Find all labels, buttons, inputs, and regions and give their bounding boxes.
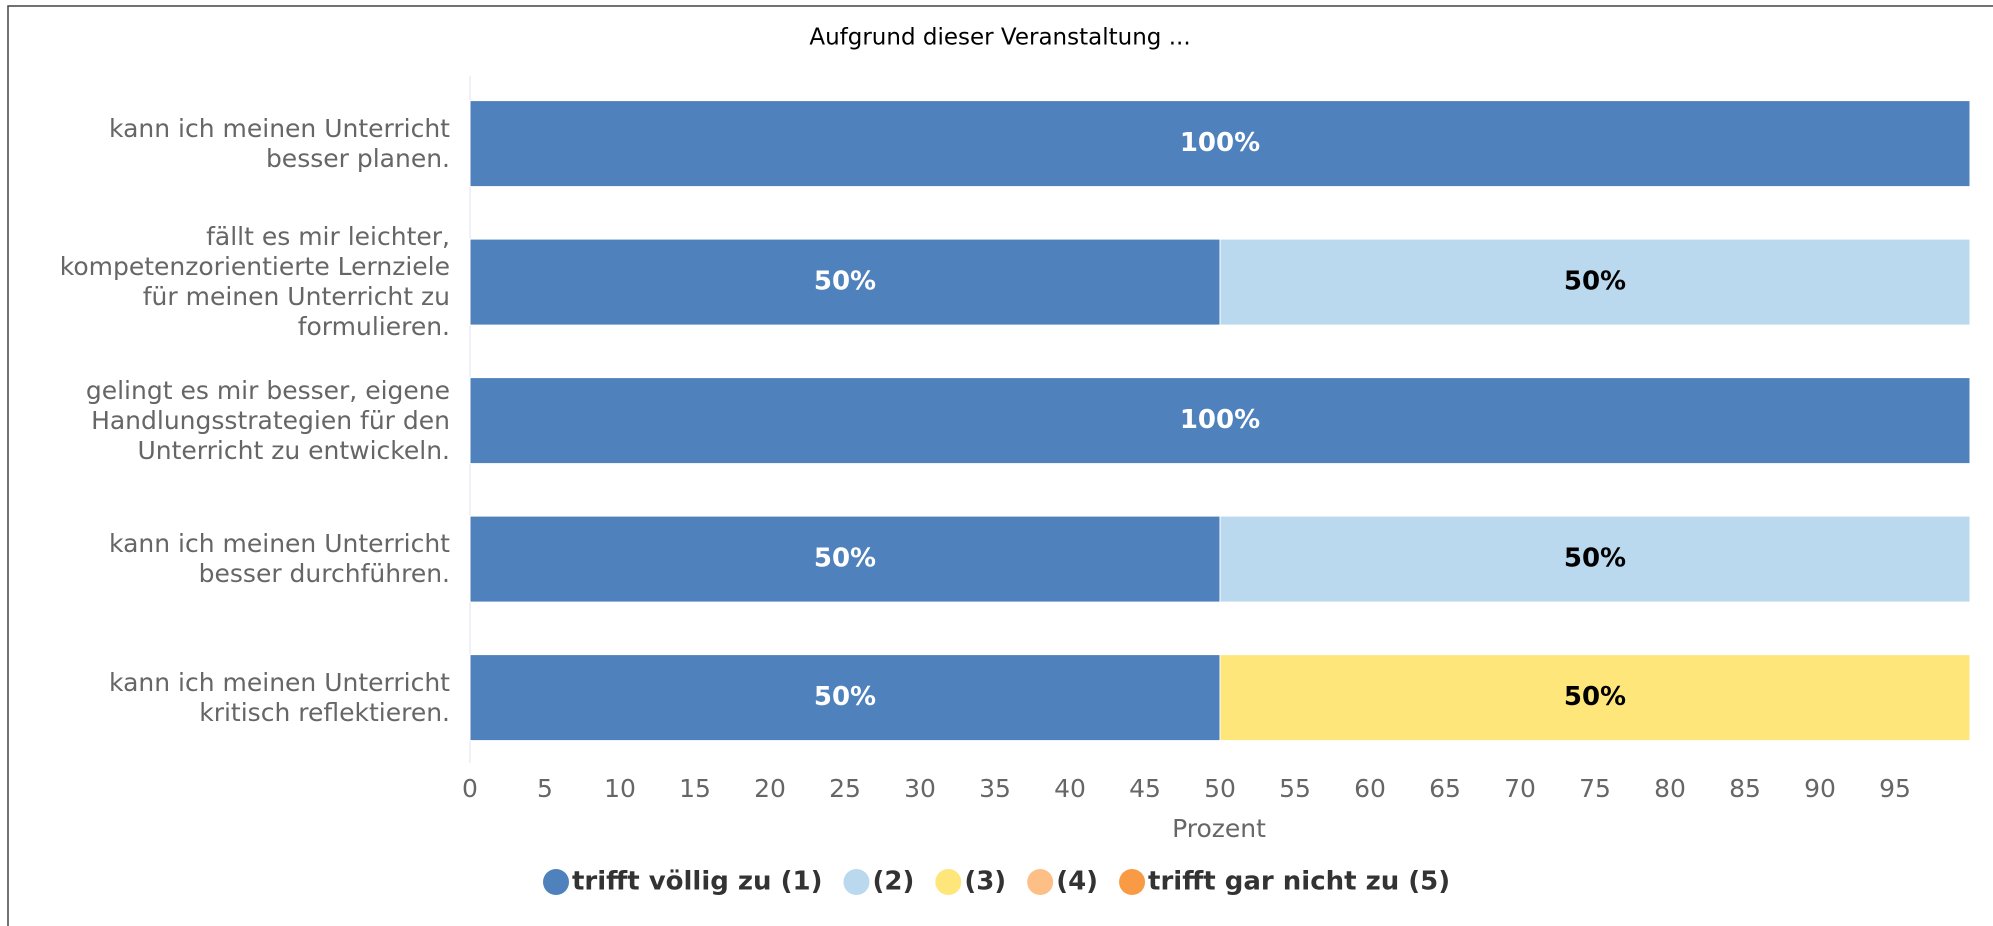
x-tick-label: 30 [904, 774, 936, 803]
legend-label: (2) [872, 867, 914, 897]
bar-segment [469, 515, 1221, 603]
y-tick-label: kann ich meinen Unterricht besser planen… [109, 113, 450, 173]
x-tick-label: 25 [829, 774, 861, 803]
bar-segment [469, 654, 1221, 742]
value-label: 50% [814, 267, 876, 297]
legend-swatch [1027, 869, 1054, 895]
value-label: 50% [1564, 682, 1626, 712]
value-label: 100% [1180, 405, 1260, 435]
x-tick-label: 80 [1654, 774, 1686, 803]
y-tick-label: kann ich meinen Unterricht besser durchf… [109, 529, 450, 589]
x-tick-label: 45 [1129, 774, 1161, 803]
value-label: 50% [814, 682, 876, 712]
legend-swatch [935, 869, 962, 895]
legend-label: trifft völlig zu (1) [572, 867, 822, 897]
bar-segment [469, 100, 1971, 188]
x-tick-label: 50 [1204, 774, 1236, 803]
x-tick-label: 70 [1504, 774, 1536, 803]
bar-segment [1219, 238, 1971, 326]
bar-segment [1219, 515, 1971, 603]
bar-segment [469, 238, 1221, 326]
x-tick-label: 65 [1429, 774, 1461, 803]
x-tick-label: 95 [1879, 774, 1911, 803]
chart-title: Aufgrund dieser Veranstaltung ... [809, 25, 1190, 51]
y-tick-label: fällt es mir leichter, kompetenzorientie… [59, 222, 450, 342]
x-axis-label: Prozent [1172, 814, 1266, 843]
value-label: 50% [1564, 544, 1626, 574]
y-tick-label: gelingt es mir besser, eigene Handlungss… [85, 375, 450, 465]
x-tick-label: 60 [1354, 774, 1386, 803]
legend-label: trifft gar nicht zu (5) [1148, 867, 1450, 897]
value-label: 50% [814, 544, 876, 574]
legend-swatch [543, 869, 569, 895]
value-label: 50% [1564, 267, 1626, 297]
frame [7, 5, 1993, 926]
x-tick-label: 35 [979, 774, 1011, 803]
x-tick-label: 85 [1729, 774, 1761, 803]
bar-segment [1219, 654, 1971, 742]
bar-segment [469, 377, 1971, 465]
x-tick-label: 90 [1804, 774, 1836, 803]
x-tick-label: 55 [1279, 774, 1311, 803]
legend-swatch [843, 869, 870, 895]
x-tick-label: 75 [1579, 774, 1611, 803]
legend-label: (4) [1056, 867, 1098, 897]
legend-swatch [1119, 869, 1146, 895]
y-tick-label: kann ich meinen Unterricht kritisch refl… [109, 667, 450, 727]
x-tick-label: 10 [604, 774, 636, 803]
x-tick-label: 20 [754, 774, 786, 803]
value-label: 100% [1180, 128, 1260, 158]
x-tick-label: 0 [462, 774, 478, 803]
x-tick-label: 5 [537, 774, 553, 803]
x-tick-label: 40 [1054, 774, 1086, 803]
legend-label: (3) [964, 867, 1006, 897]
x-tick-label: 15 [679, 774, 711, 803]
